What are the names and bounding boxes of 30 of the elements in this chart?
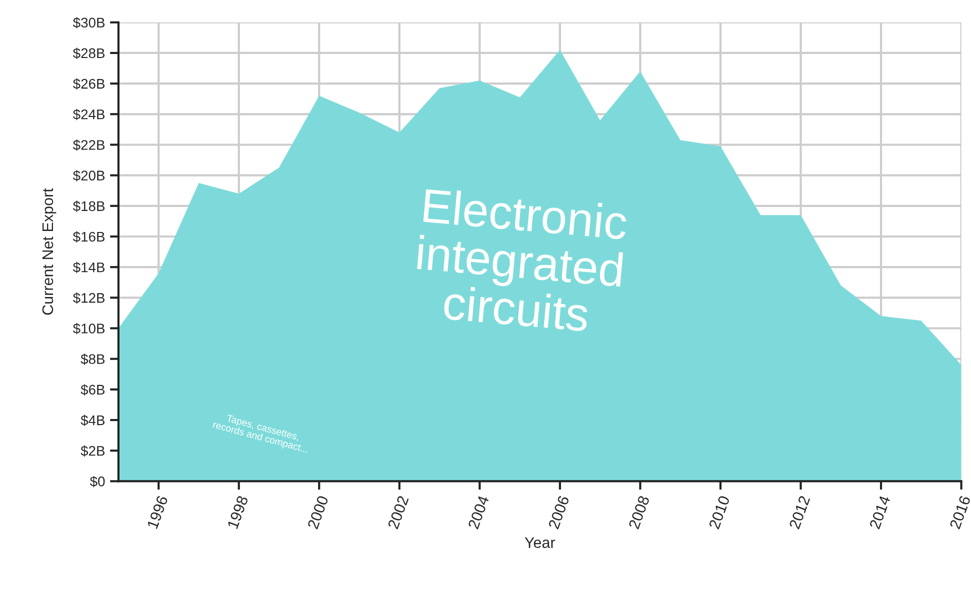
y-axis-title: Current Net Export (42, 188, 56, 315)
x-tick-label: 2006 (548, 495, 570, 530)
y-tick-label: $10B (72, 323, 105, 334)
y-tick-label: $0 (90, 476, 105, 488)
y-tick-label: $4B (80, 414, 105, 426)
x-tick-label: 1996 (146, 495, 168, 530)
x-tick-label: 1998 (227, 495, 248, 530)
x-tick-label: 2010 (708, 495, 730, 530)
x-tick-label: 2014 (869, 494, 891, 530)
y-tick-label: $2B (80, 445, 105, 457)
y-tick-label: $16B (72, 231, 105, 242)
y-tick-label: $26B (72, 78, 105, 90)
x-axis-title: Year (524, 537, 556, 548)
x-tick-label: 2000 (307, 495, 329, 530)
y-tick-label: $22B (72, 139, 105, 151)
y-tick-label: $6B (80, 384, 105, 396)
y-tick-label: $24B (72, 108, 105, 120)
y-tick-label: $12B (72, 292, 105, 304)
y-tick-label: $28B (72, 48, 105, 59)
x-tick-label: 2002 (388, 495, 409, 530)
y-tick-label: $20B (72, 170, 105, 182)
y-tick-label: $30B (72, 17, 105, 28)
x-tick-label: 2012 (788, 495, 810, 530)
annotation: Electronic integrated circuits (416, 188, 628, 332)
x-tick-label: 2008 (628, 495, 650, 530)
x-tick-label: 2016 (949, 495, 971, 530)
y-tick-label: $18B (72, 200, 105, 212)
x-tick-label: 2004 (468, 494, 490, 530)
y-tick-label: $8B (80, 354, 105, 365)
y-tick-label: $14B (72, 262, 105, 274)
